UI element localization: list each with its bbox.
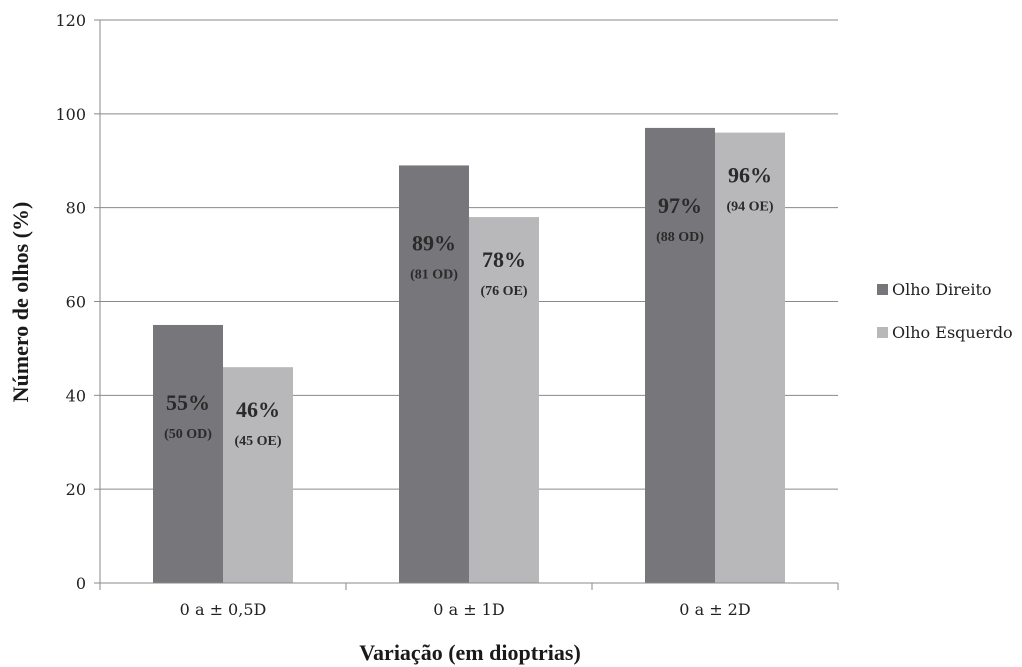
bar-labels: 55% (50 OD) 46% (45 OE) 89% (81 OD) 78% (76 OE)…	[164, 163, 774, 450]
bar-olho-direito	[153, 324, 223, 583]
bar-olho-direito	[399, 165, 469, 584]
bar-count-label: (88 OD)	[656, 230, 704, 245]
bar-percent-label: 46%	[236, 397, 280, 422]
bar-count-label: (94 OE)	[726, 200, 773, 215]
legend-swatch	[877, 284, 888, 295]
bars	[153, 127, 785, 584]
y-tick-label: 0	[76, 574, 86, 593]
legend: Olho Direito Olho Esquerdo	[877, 280, 1013, 342]
bar-count-label: (81 OD)	[410, 267, 458, 282]
bar-percent-label: 89%	[412, 230, 456, 255]
legend-label: Olho Esquerdo	[892, 323, 1013, 342]
y-tick-label: 120	[55, 11, 86, 30]
x-category-label: 0 a ± 2D	[679, 600, 750, 619]
bar-percent-label: 96%	[728, 163, 772, 188]
y-axis-ticks: 0 20 40 60 80 100 120	[55, 11, 101, 593]
bar-olho-esquerdo	[223, 367, 293, 583]
bar-count-label: (76 OE)	[480, 284, 527, 299]
legend-swatch	[877, 327, 888, 338]
bar-percent-label: 55%	[166, 390, 210, 415]
y-tick-label: 40	[66, 386, 86, 405]
bar-olho-esquerdo	[715, 132, 785, 583]
y-tick-label: 80	[66, 199, 86, 218]
y-tick-label: 60	[66, 293, 86, 312]
x-axis-title: Variação (em dioptrias)	[359, 640, 581, 665]
x-category-label: 0 a ± 1D	[433, 600, 504, 619]
y-tick-label: 100	[55, 105, 86, 124]
legend-label: Olho Direito	[892, 280, 992, 299]
bar-count-label: (45 OE)	[234, 434, 281, 449]
x-axis: 0 a ± 0,5D 0 a ± 1D 0 a ± 2D	[99, 582, 839, 619]
bar-olho-esquerdo	[469, 217, 539, 584]
y-axis-title: Número de olhos (%)	[8, 202, 33, 403]
bar-count-label: (50 OD)	[164, 427, 212, 442]
bar-olho-direito	[645, 127, 715, 584]
y-tick-label: 20	[66, 480, 86, 499]
bar-percent-label: 97%	[658, 193, 702, 218]
bar-percent-label: 78%	[482, 247, 526, 272]
x-category-label: 0 a ± 0,5D	[180, 600, 267, 619]
